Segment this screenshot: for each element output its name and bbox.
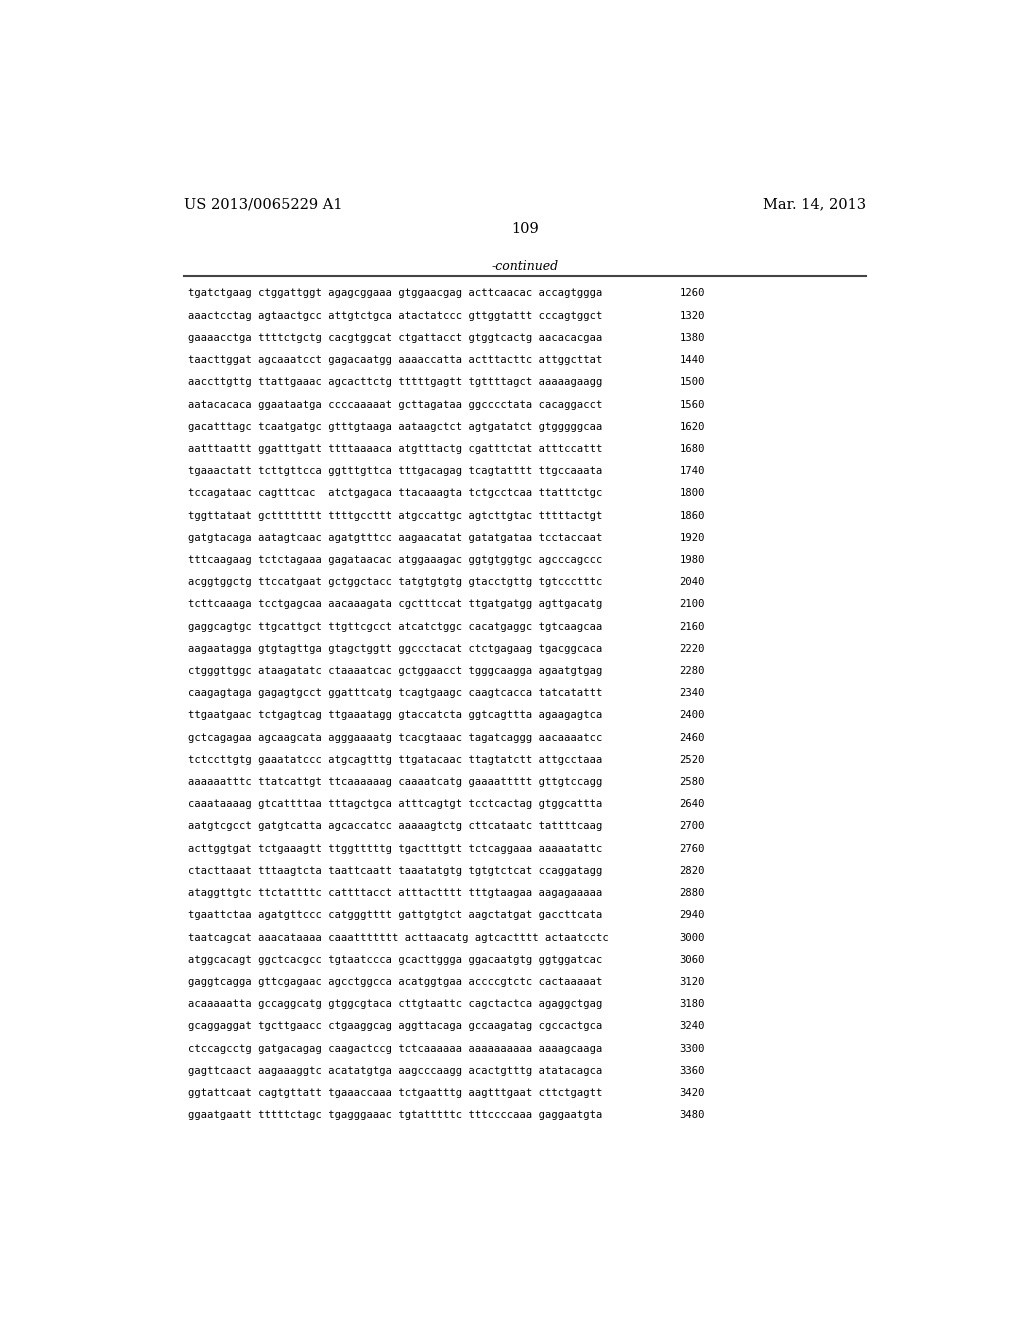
Text: 3420: 3420 (680, 1088, 706, 1098)
Text: 3180: 3180 (680, 999, 706, 1010)
Text: tctccttgtg gaaatatccc atgcagtttg ttgatacaac ttagtatctt attgcctaaa: tctccttgtg gaaatatccc atgcagtttg ttgatac… (187, 755, 602, 764)
Text: acaaaaatta gccaggcatg gtggcgtaca cttgtaattc cagctactca agaggctgag: acaaaaatta gccaggcatg gtggcgtaca cttgtaa… (187, 999, 602, 1010)
Text: aaccttgttg ttattgaaac agcacttctg tttttgagtt tgttttagct aaaaagaagg: aaccttgttg ttattgaaac agcacttctg tttttga… (187, 378, 602, 387)
Text: tccagataac cagtttcac  atctgagaca ttacaaagta tctgcctcaa ttatttctgc: tccagataac cagtttcac atctgagaca ttacaaag… (187, 488, 602, 499)
Text: 2400: 2400 (680, 710, 706, 721)
Text: 1380: 1380 (680, 333, 706, 343)
Text: ggaatgaatt tttttctagc tgagggaaac tgtatttttc tttccccaaa gaggaatgta: ggaatgaatt tttttctagc tgagggaaac tgtattt… (187, 1110, 602, 1121)
Text: 1260: 1260 (680, 289, 706, 298)
Text: aatacacaca ggaataatga ccccaaaaat gcttagataa ggcccctata cacaggacct: aatacacaca ggaataatga ccccaaaaat gcttaga… (187, 400, 602, 409)
Text: 1740: 1740 (680, 466, 706, 477)
Text: 1980: 1980 (680, 554, 706, 565)
Text: 2700: 2700 (680, 821, 706, 832)
Text: gatgtacaga aatagtcaac agatgtttcc aagaacatat gatatgataa tcctaccaat: gatgtacaga aatagtcaac agatgtttcc aagaaca… (187, 533, 602, 543)
Text: taacttggat agcaaatcct gagacaatgg aaaaccatta actttacttc attggcttat: taacttggat agcaaatcct gagacaatgg aaaacca… (187, 355, 602, 366)
Text: 1440: 1440 (680, 355, 706, 366)
Text: 2520: 2520 (680, 755, 706, 764)
Text: caaataaaag gtcattttaa tttagctgca atttcagtgt tcctcactag gtggcattta: caaataaaag gtcattttaa tttagctgca atttcag… (187, 800, 602, 809)
Text: 2160: 2160 (680, 622, 706, 632)
Text: tggttataat gctttttttt ttttgccttt atgccattgc agtcttgtac tttttactgt: tggttataat gctttttttt ttttgccttt atgccat… (187, 511, 602, 520)
Text: tttcaagaag tctctagaaa gagataacac atggaaagac ggtgtggtgc agcccagccc: tttcaagaag tctctagaaa gagataacac atggaaa… (187, 554, 602, 565)
Text: 3000: 3000 (680, 932, 706, 942)
Text: gagttcaact aagaaaggtc acatatgtga aagcccaagg acactgtttg atatacagca: gagttcaact aagaaaggtc acatatgtga aagccca… (187, 1065, 602, 1076)
Text: acggtggctg ttccatgaat gctggctacc tatgtgtgtg gtacctgttg tgtccctttc: acggtggctg ttccatgaat gctggctacc tatgtgt… (187, 577, 602, 587)
Text: Mar. 14, 2013: Mar. 14, 2013 (763, 197, 866, 211)
Text: 1620: 1620 (680, 422, 706, 432)
Text: ttgaatgaac tctgagtcag ttgaaatagg gtaccatcta ggtcagttta agaagagtca: ttgaatgaac tctgagtcag ttgaaatagg gtaccat… (187, 710, 602, 721)
Text: 2580: 2580 (680, 777, 706, 787)
Text: ctccagcctg gatgacagag caagactccg tctcaaaaaa aaaaaaaaaa aaaagcaaga: ctccagcctg gatgacagag caagactccg tctcaaa… (187, 1044, 602, 1053)
Text: -continued: -continued (492, 260, 558, 273)
Text: ctgggttggc ataagatatc ctaaaatcac gctggaacct tgggcaagga agaatgtgag: ctgggttggc ataagatatc ctaaaatcac gctggaa… (187, 667, 602, 676)
Text: tcttcaaaga tcctgagcaa aacaaagata cgctttccat ttgatgatgg agttgacatg: tcttcaaaga tcctgagcaa aacaaagata cgctttc… (187, 599, 602, 610)
Text: tgatctgaag ctggattggt agagcggaaa gtggaacgag acttcaacac accagtggga: tgatctgaag ctggattggt agagcggaaa gtggaac… (187, 289, 602, 298)
Text: ctacttaaat tttaagtcta taattcaatt taaatatgtg tgtgtctcat ccaggatagg: ctacttaaat tttaagtcta taattcaatt taaatat… (187, 866, 602, 876)
Text: aagaatagga gtgtagttga gtagctggtt ggccctacat ctctgagaag tgacggcaca: aagaatagga gtgtagttga gtagctggtt ggcccta… (187, 644, 602, 653)
Text: 3120: 3120 (680, 977, 706, 987)
Text: aatttaattt ggatttgatt ttttaaaaca atgtttactg cgatttctat atttccattt: aatttaattt ggatttgatt ttttaaaaca atgttta… (187, 444, 602, 454)
Text: caagagtaga gagagtgcct ggatttcatg tcagtgaagc caagtcacca tatcatattt: caagagtaga gagagtgcct ggatttcatg tcagtga… (187, 688, 602, 698)
Text: 2460: 2460 (680, 733, 706, 743)
Text: ggtattcaat cagtgttatt tgaaaccaaa tctgaatttg aagtttgaat cttctgagtt: ggtattcaat cagtgttatt tgaaaccaaa tctgaat… (187, 1088, 602, 1098)
Text: 2820: 2820 (680, 866, 706, 876)
Text: aaactcctag agtaactgcc attgtctgca atactatccc gttggtattt cccagtggct: aaactcctag agtaactgcc attgtctgca atactat… (187, 310, 602, 321)
Text: 2940: 2940 (680, 911, 706, 920)
Text: gctcagagaa agcaagcata agggaaaatg tcacgtaaac tagatcaggg aacaaaatcc: gctcagagaa agcaagcata agggaaaatg tcacgta… (187, 733, 602, 743)
Text: gcaggaggat tgcttgaacc ctgaaggcag aggttacaga gccaagatag cgccactgca: gcaggaggat tgcttgaacc ctgaaggcag aggttac… (187, 1022, 602, 1031)
Text: 2220: 2220 (680, 644, 706, 653)
Text: 2880: 2880 (680, 888, 706, 898)
Text: tgaaactatt tcttgttcca ggtttgttca tttgacagag tcagtatttt ttgccaaata: tgaaactatt tcttgttcca ggtttgttca tttgaca… (187, 466, 602, 477)
Text: 2100: 2100 (680, 599, 706, 610)
Text: 3360: 3360 (680, 1065, 706, 1076)
Text: 3240: 3240 (680, 1022, 706, 1031)
Text: aaaaaatttc ttatcattgt ttcaaaaaag caaaatcatg gaaaattttt gttgtccagg: aaaaaatttc ttatcattgt ttcaaaaaag caaaatc… (187, 777, 602, 787)
Text: 3300: 3300 (680, 1044, 706, 1053)
Text: gaaaacctga ttttctgctg cacgtggcat ctgattacct gtggtcactg aacacacgaa: gaaaacctga ttttctgctg cacgtggcat ctgatta… (187, 333, 602, 343)
Text: gaggtcagga gttcgagaac agcctggcca acatggtgaa accccgtctc cactaaaaat: gaggtcagga gttcgagaac agcctggcca acatggt… (187, 977, 602, 987)
Text: 3060: 3060 (680, 954, 706, 965)
Text: taatcagcat aaacataaaa caaattttttt acttaacatg agtcactttt actaatcctc: taatcagcat aaacataaaa caaattttttt acttaa… (187, 932, 608, 942)
Text: 1500: 1500 (680, 378, 706, 387)
Text: aatgtcgcct gatgtcatta agcaccatcc aaaaagtctg cttcataatc tattttcaag: aatgtcgcct gatgtcatta agcaccatcc aaaaagt… (187, 821, 602, 832)
Text: 1680: 1680 (680, 444, 706, 454)
Text: atggcacagt ggctcacgcc tgtaatccca gcacttggga ggacaatgtg ggtggatcac: atggcacagt ggctcacgcc tgtaatccca gcacttg… (187, 954, 602, 965)
Text: gacatttagc tcaatgatgc gtttgtaaga aataagctct agtgatatct gtgggggcaa: gacatttagc tcaatgatgc gtttgtaaga aataagc… (187, 422, 602, 432)
Text: 109: 109 (511, 223, 539, 236)
Text: 1560: 1560 (680, 400, 706, 409)
Text: 2640: 2640 (680, 800, 706, 809)
Text: 3480: 3480 (680, 1110, 706, 1121)
Text: 1320: 1320 (680, 310, 706, 321)
Text: US 2013/0065229 A1: US 2013/0065229 A1 (183, 197, 342, 211)
Text: 2040: 2040 (680, 577, 706, 587)
Text: acttggtgat tctgaaagtt ttggtttttg tgactttgtt tctcaggaaa aaaaatattc: acttggtgat tctgaaagtt ttggtttttg tgacttt… (187, 843, 602, 854)
Text: gaggcagtgc ttgcattgct ttgttcgcct atcatctggc cacatgaggc tgtcaagcaa: gaggcagtgc ttgcattgct ttgttcgcct atcatct… (187, 622, 602, 632)
Text: 1860: 1860 (680, 511, 706, 520)
Text: 1800: 1800 (680, 488, 706, 499)
Text: 2340: 2340 (680, 688, 706, 698)
Text: ataggttgtc ttctattttc cattttacct atttactttt tttgtaagaa aagagaaaaa: ataggttgtc ttctattttc cattttacct atttact… (187, 888, 602, 898)
Text: 1920: 1920 (680, 533, 706, 543)
Text: 2280: 2280 (680, 667, 706, 676)
Text: 2760: 2760 (680, 843, 706, 854)
Text: tgaattctaa agatgttccc catgggtttt gattgtgtct aagctatgat gaccttcata: tgaattctaa agatgttccc catgggtttt gattgtg… (187, 911, 602, 920)
